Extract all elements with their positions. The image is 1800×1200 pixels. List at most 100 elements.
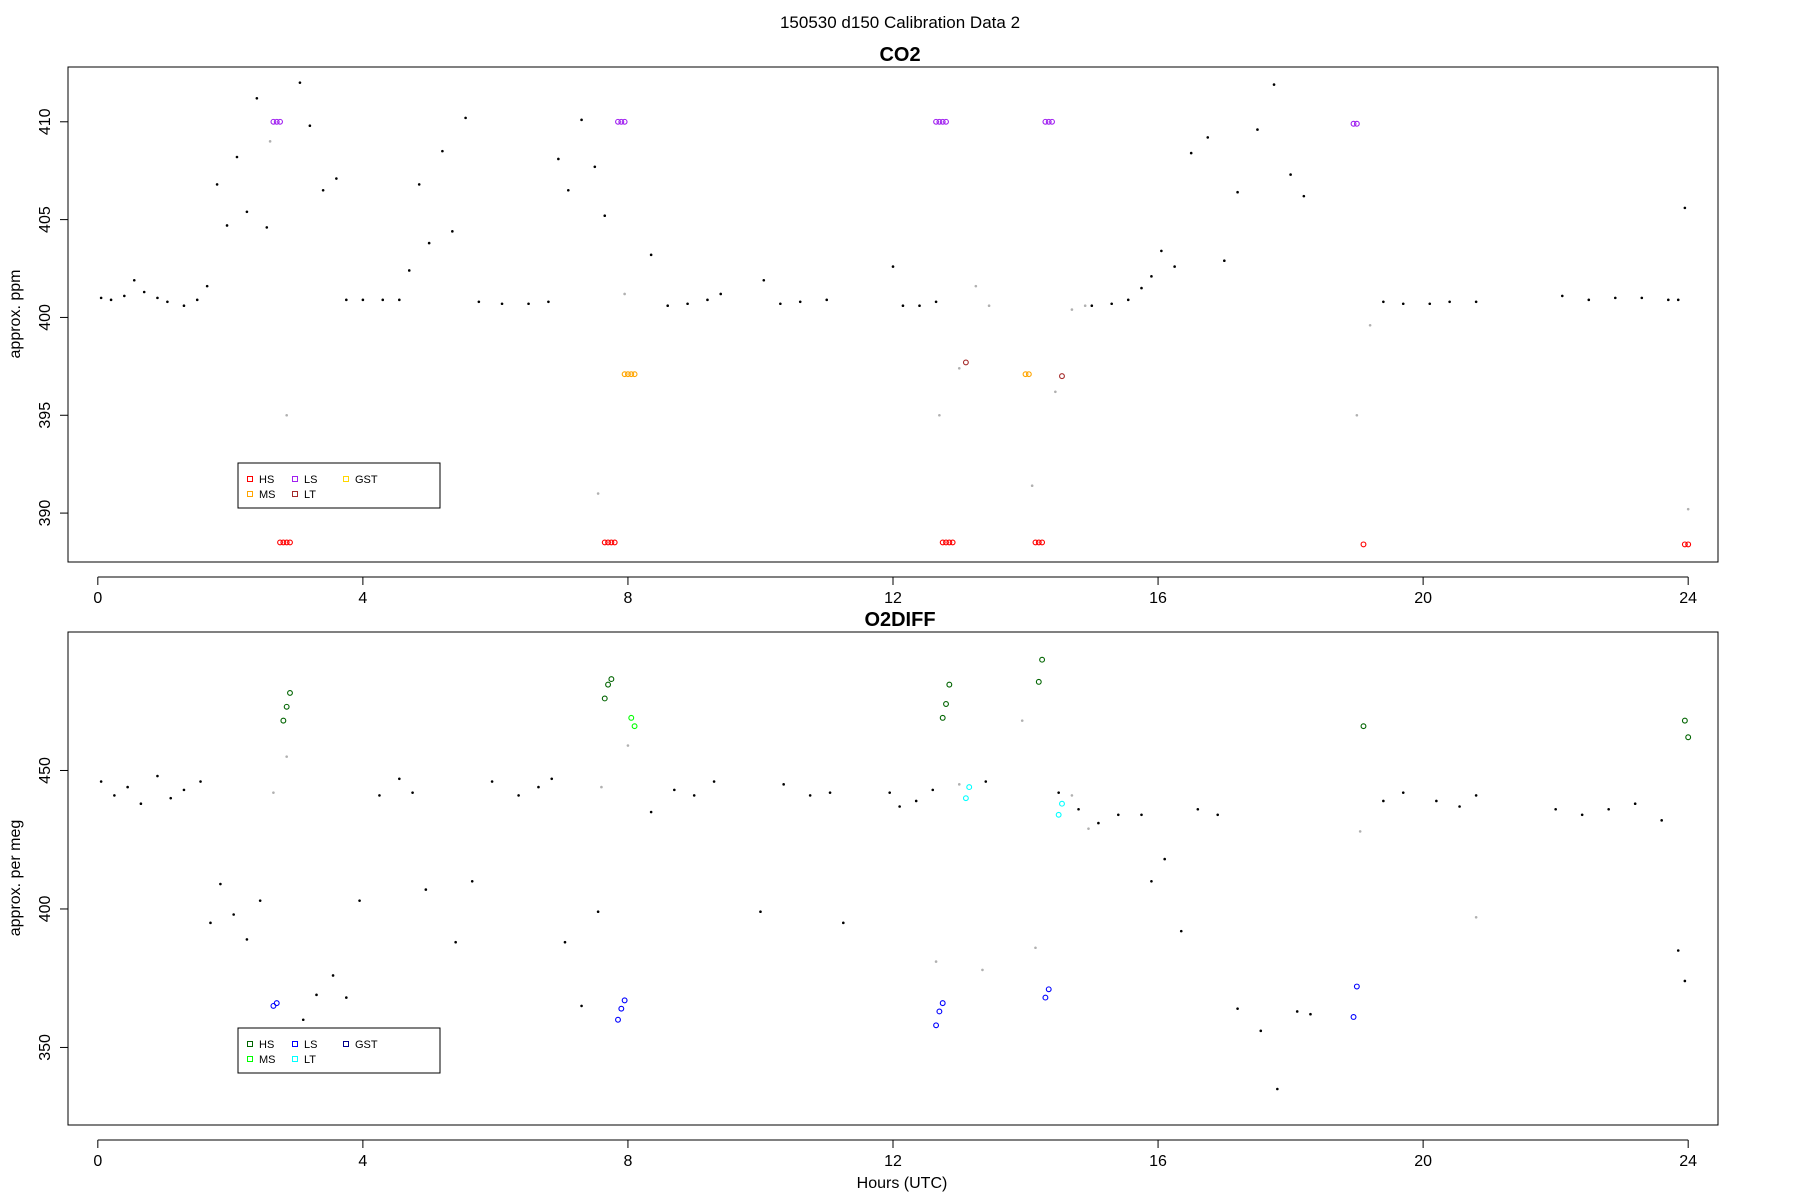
x-tick-label: 12 xyxy=(884,1153,902,1170)
point-ambient-flagged xyxy=(1087,827,1090,830)
point-ls xyxy=(273,1000,280,1007)
legend-swatch-ls xyxy=(292,476,298,482)
point-hs xyxy=(939,714,946,721)
point-ls xyxy=(615,1016,621,1023)
point-hs xyxy=(943,701,949,707)
point-ambient xyxy=(378,794,381,797)
point-ambient-flagged xyxy=(1030,484,1034,487)
point-ls xyxy=(1049,118,1055,125)
y-tick-label: 395 xyxy=(37,402,54,429)
point-ambient-flagged xyxy=(957,367,961,370)
point-ambient xyxy=(195,298,199,302)
point-ambient xyxy=(464,116,467,120)
point-ambient xyxy=(265,226,269,229)
point-ambient xyxy=(1458,805,1461,808)
point-hs xyxy=(1032,539,1039,546)
point-ambient xyxy=(308,124,312,127)
point-ambient xyxy=(1140,286,1143,290)
point-ambient xyxy=(686,302,689,306)
point-ambient xyxy=(470,879,474,883)
point-lt xyxy=(962,359,969,366)
point-ambient xyxy=(1057,791,1060,794)
point-ls xyxy=(933,1022,940,1029)
point-hs xyxy=(287,539,293,546)
point-ls xyxy=(621,118,628,125)
point-ls xyxy=(1353,983,1360,990)
point-ambient xyxy=(1683,979,1687,983)
legend-label-lt: LT xyxy=(304,1054,316,1066)
point-hs xyxy=(280,717,287,724)
point-hs xyxy=(1360,541,1367,548)
point-ambient-flagged xyxy=(626,744,630,747)
legend-label-gst: GST xyxy=(355,1039,378,1051)
point-ambient xyxy=(335,177,338,180)
o2diff-y-axis-label: approx. per meg xyxy=(7,820,24,937)
point-ambient-flagged xyxy=(938,413,941,417)
point-ambient xyxy=(258,899,262,902)
point-hs xyxy=(1685,734,1692,741)
point-hs xyxy=(608,676,615,683)
point-ambient xyxy=(1272,83,1276,86)
point-hs xyxy=(287,689,293,696)
point-ambient xyxy=(215,183,219,186)
point-ambient xyxy=(1117,813,1120,817)
o2diff-legend: HS MS LS LT GST xyxy=(237,1027,441,1074)
point-ambient xyxy=(232,913,235,916)
point-ambient xyxy=(1236,190,1239,194)
point-ambient xyxy=(1435,799,1438,803)
point-ambient xyxy=(255,97,259,100)
point-ambient xyxy=(779,302,782,306)
point-ambient xyxy=(298,81,302,84)
point-ambient xyxy=(537,785,540,789)
point-hs xyxy=(1685,541,1692,548)
point-ambient-flagged xyxy=(285,755,288,758)
point-ambient xyxy=(596,910,600,914)
point-hs xyxy=(946,539,953,546)
point-ambient xyxy=(1216,813,1219,817)
point-ambient-flagged xyxy=(934,960,938,963)
point-hs xyxy=(1681,717,1688,724)
point-ambient xyxy=(1097,821,1100,825)
point-ambient xyxy=(1223,259,1226,262)
point-ambient xyxy=(1683,206,1687,210)
point-ambient xyxy=(931,788,935,792)
point-ambient xyxy=(199,780,202,783)
point-ls xyxy=(618,118,625,125)
point-ambient-flagged xyxy=(974,284,978,288)
point-ambient xyxy=(99,780,103,783)
legend-box xyxy=(237,1027,441,1074)
point-ls xyxy=(1045,986,1052,993)
point-ls xyxy=(943,118,949,125)
co2-panel-title: CO2 xyxy=(879,44,920,66)
point-ls xyxy=(1353,120,1360,127)
x-tick-label: 16 xyxy=(1149,1153,1167,1170)
point-ambient xyxy=(411,791,414,794)
x-tick-label: 8 xyxy=(623,1153,632,1170)
point-ambient xyxy=(914,799,918,803)
point-ambient xyxy=(1676,298,1680,302)
point-ls xyxy=(615,118,621,125)
point-hs xyxy=(1360,723,1367,730)
point-ambient xyxy=(209,921,212,925)
point-ambient xyxy=(398,298,401,302)
point-hs xyxy=(1035,678,1042,685)
x-tick-label: 24 xyxy=(1679,1153,1697,1170)
point-ambient xyxy=(1613,296,1617,300)
point-hs xyxy=(601,695,608,702)
point-ambient xyxy=(1554,807,1557,811)
point-ambient xyxy=(1660,819,1663,822)
point-ambient xyxy=(1126,298,1130,302)
o2diff-panel-title: O2DIFF xyxy=(864,609,935,631)
point-ambient xyxy=(649,810,653,814)
y-tick-label: 450 xyxy=(37,757,54,784)
point-ambient xyxy=(1179,929,1183,933)
point-ambient xyxy=(1189,151,1193,155)
point-ambient xyxy=(321,188,325,192)
point-ambient xyxy=(712,780,716,783)
co2-marks xyxy=(99,81,1692,548)
point-ambient xyxy=(517,794,520,797)
point-ambient xyxy=(1140,813,1143,817)
x-tick-label: 4 xyxy=(358,590,367,607)
point-ambient xyxy=(1309,1012,1312,1016)
